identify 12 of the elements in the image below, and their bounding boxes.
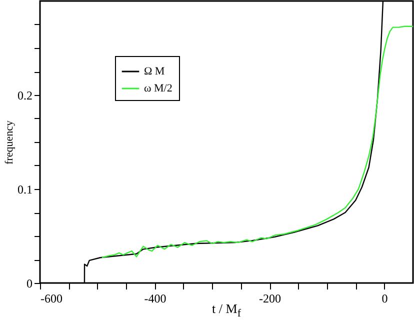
legend-label: Ω M bbox=[144, 66, 165, 78]
x-tick-label: 0 bbox=[382, 292, 388, 306]
y-axis-title: frequency bbox=[4, 120, 16, 164]
x-tick-label: -200 bbox=[259, 292, 282, 306]
y-tick-label: 0.2 bbox=[18, 88, 32, 102]
y-tick-label: 0 bbox=[26, 276, 32, 290]
x-tick-label: -400 bbox=[144, 292, 166, 306]
legend-label: ω M/2 bbox=[144, 82, 172, 94]
line-series bbox=[101, 26, 413, 258]
x-axis-title: t / M$_{f}$ bbox=[212, 301, 241, 320]
x-tick-label: -600 bbox=[40, 292, 62, 306]
y-tick-label: 0.1 bbox=[18, 182, 32, 196]
